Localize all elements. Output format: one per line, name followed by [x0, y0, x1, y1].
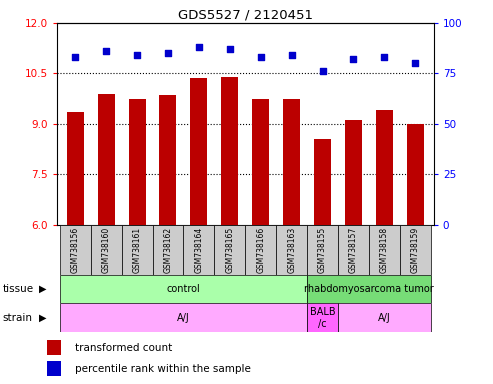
- Text: GSM738166: GSM738166: [256, 227, 265, 273]
- Title: GDS5527 / 2120451: GDS5527 / 2120451: [178, 9, 313, 22]
- Bar: [190, 78, 208, 225]
- Bar: [283, 99, 300, 225]
- Bar: [47, 361, 61, 376]
- Bar: [307, 275, 431, 303]
- Bar: [345, 121, 362, 225]
- Text: GSM738165: GSM738165: [225, 227, 234, 273]
- Bar: [60, 275, 307, 303]
- Point: [257, 54, 265, 60]
- Text: A/J: A/J: [177, 313, 190, 323]
- Bar: [369, 225, 400, 275]
- Bar: [60, 225, 91, 275]
- Text: tissue: tissue: [2, 284, 34, 294]
- Text: transformed count: transformed count: [75, 343, 173, 353]
- Bar: [60, 303, 307, 332]
- Point: [381, 54, 388, 60]
- Point: [164, 50, 172, 56]
- Text: GSM738160: GSM738160: [102, 227, 110, 273]
- Bar: [307, 303, 338, 332]
- Point: [133, 52, 141, 58]
- Point: [350, 56, 357, 63]
- Bar: [183, 225, 214, 275]
- Point: [195, 44, 203, 50]
- Bar: [314, 139, 331, 225]
- Text: percentile rank within the sample: percentile rank within the sample: [75, 364, 251, 374]
- Point: [71, 54, 79, 60]
- Bar: [67, 112, 84, 225]
- Bar: [122, 225, 152, 275]
- Bar: [338, 225, 369, 275]
- Bar: [221, 77, 238, 225]
- Text: GSM738155: GSM738155: [318, 227, 327, 273]
- Bar: [214, 225, 245, 275]
- Bar: [376, 111, 393, 225]
- Bar: [338, 303, 431, 332]
- Text: A/J: A/J: [378, 313, 391, 323]
- Text: GSM738164: GSM738164: [194, 227, 204, 273]
- Text: GSM738158: GSM738158: [380, 227, 389, 273]
- Text: GSM738162: GSM738162: [164, 227, 173, 273]
- Bar: [47, 340, 61, 355]
- Text: ▶: ▶: [39, 284, 47, 294]
- Text: GSM738156: GSM738156: [70, 227, 80, 273]
- Bar: [307, 225, 338, 275]
- Text: BALB
/c: BALB /c: [310, 307, 335, 329]
- Bar: [159, 95, 176, 225]
- Bar: [98, 94, 115, 225]
- Text: control: control: [167, 284, 200, 294]
- Bar: [91, 225, 122, 275]
- Point: [288, 52, 296, 58]
- Text: rhabdomyosarcoma tumor: rhabdomyosarcoma tumor: [304, 284, 434, 294]
- Bar: [152, 225, 183, 275]
- Bar: [245, 225, 276, 275]
- Text: strain: strain: [2, 313, 33, 323]
- Point: [102, 48, 110, 55]
- Bar: [407, 124, 424, 225]
- Text: GSM738159: GSM738159: [411, 227, 420, 273]
- Text: GSM738161: GSM738161: [133, 227, 141, 273]
- Bar: [276, 225, 307, 275]
- Point: [226, 46, 234, 52]
- Text: GSM738157: GSM738157: [349, 227, 358, 273]
- Text: ▶: ▶: [39, 313, 47, 323]
- Point: [318, 68, 326, 74]
- Bar: [252, 99, 269, 225]
- Point: [411, 60, 419, 66]
- Text: GSM738163: GSM738163: [287, 227, 296, 273]
- Bar: [129, 99, 145, 225]
- Bar: [400, 225, 431, 275]
